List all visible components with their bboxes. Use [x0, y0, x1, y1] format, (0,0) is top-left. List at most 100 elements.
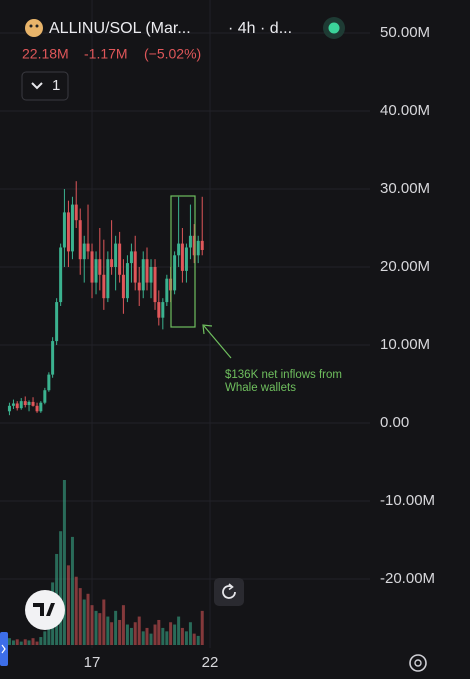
status-dot	[328, 22, 340, 34]
volume-bar	[74, 576, 78, 645]
candle-body	[39, 402, 43, 412]
reset-icon	[228, 583, 234, 591]
x-tick-label: 17	[84, 654, 101, 671]
candle-body	[82, 243, 86, 260]
volume-bar	[110, 622, 114, 645]
volume-bar	[157, 619, 161, 645]
volume-bar	[19, 641, 23, 645]
annotation-arrow	[203, 325, 232, 359]
reset-icon	[222, 585, 236, 599]
candle-body	[188, 235, 192, 248]
volume-bar	[82, 599, 86, 645]
time-axis	[0, 648, 470, 679]
candle-body	[200, 240, 204, 250]
y-tick-label: 30.00M	[380, 180, 430, 197]
candle-body	[90, 251, 94, 283]
tv-logo[interactable]	[25, 590, 65, 630]
axes: 50.00M 40.00M 30.00M 20.00M 10.00M 0.00 -10.00…	[84, 24, 435, 671]
highlight-box	[170, 195, 196, 328]
candle-body	[153, 266, 157, 303]
candle-body	[165, 278, 169, 303]
volume-bar	[94, 610, 98, 645]
volume-bar	[66, 565, 70, 645]
candle-body	[192, 235, 196, 256]
annotation-text: $136K net inflows from	[225, 369, 342, 381]
volume-bar	[149, 633, 153, 645]
volume-bar	[200, 610, 204, 645]
candle-body	[94, 259, 98, 283]
candle-body	[129, 251, 133, 264]
y-tick-label: -10.00M	[380, 492, 435, 509]
volume-bar	[35, 641, 39, 645]
y-tick-label: 40.00M	[380, 102, 430, 119]
token-icon	[25, 19, 43, 37]
volume-bar	[180, 627, 184, 645]
side-tab[interactable]	[0, 632, 8, 666]
candle-body	[51, 341, 55, 375]
volume-bar	[165, 631, 169, 645]
volume-bar	[70, 536, 74, 645]
volume-bar	[114, 610, 118, 645]
candle-body	[86, 243, 90, 252]
volume-bar	[184, 631, 188, 645]
candle-body	[114, 243, 118, 267]
volume-bar	[43, 631, 47, 645]
settings-icon	[414, 659, 422, 667]
volume-bar	[7, 638, 11, 645]
tv-logo-mark	[33, 603, 55, 616]
candle-body	[157, 302, 161, 318]
candle-body	[47, 374, 51, 391]
volume-bar	[31, 638, 35, 645]
candle-body	[137, 282, 141, 291]
candle-body	[173, 255, 177, 291]
candle-body	[15, 403, 19, 409]
reset-button[interactable]	[214, 578, 244, 606]
y-tick-label: 20.00M	[380, 258, 430, 275]
volume-bar	[106, 616, 110, 645]
y-tick-label: 0.00	[380, 414, 409, 431]
volume-bar	[145, 627, 149, 645]
volume-bar	[188, 622, 192, 645]
volume-bar	[15, 639, 19, 645]
candle-body	[70, 204, 74, 252]
volume-bar	[62, 480, 66, 645]
token-icon-eye	[35, 24, 39, 28]
candle-body	[118, 243, 122, 275]
candle-body	[62, 212, 66, 248]
side-tab-icon	[1, 644, 6, 654]
candle-body	[74, 204, 78, 221]
volume-bar	[39, 637, 43, 645]
volume-bar	[169, 622, 173, 645]
candle-body	[55, 302, 59, 342]
volume-bar	[98, 613, 102, 645]
candle-body	[110, 259, 114, 267]
collapse-button[interactable]	[21, 71, 69, 101]
candle-body	[106, 259, 110, 299]
candle-body	[35, 405, 39, 412]
change: -1.17M	[84, 46, 128, 62]
volume-bar	[129, 627, 133, 645]
volume-bar	[153, 624, 157, 645]
volume-bar	[27, 640, 31, 645]
candle-body	[31, 401, 35, 406]
candle-body	[125, 263, 129, 299]
x-tick-label: 22	[202, 654, 219, 671]
candle-body	[27, 401, 31, 406]
interval[interactable]: · 4h · d...	[228, 20, 292, 37]
volume-bar	[121, 605, 125, 645]
volume-bar	[196, 635, 200, 645]
volume-bar	[133, 622, 137, 645]
volume-bar	[102, 599, 106, 645]
candle-body	[121, 274, 125, 299]
last-price: 22.18M	[22, 46, 69, 62]
symbol-title[interactable]: ALLINU/SOL (Mar...	[49, 20, 191, 37]
candle-body	[66, 212, 70, 252]
candle-body	[133, 251, 137, 283]
y-tick-label: 50.00M	[380, 24, 430, 41]
settings-icon[interactable]	[409, 654, 427, 672]
candle-body	[177, 243, 181, 256]
volume-bar	[161, 627, 165, 645]
candle-body	[78, 220, 82, 260]
candles	[7, 181, 204, 416]
volume-bar	[11, 640, 15, 645]
